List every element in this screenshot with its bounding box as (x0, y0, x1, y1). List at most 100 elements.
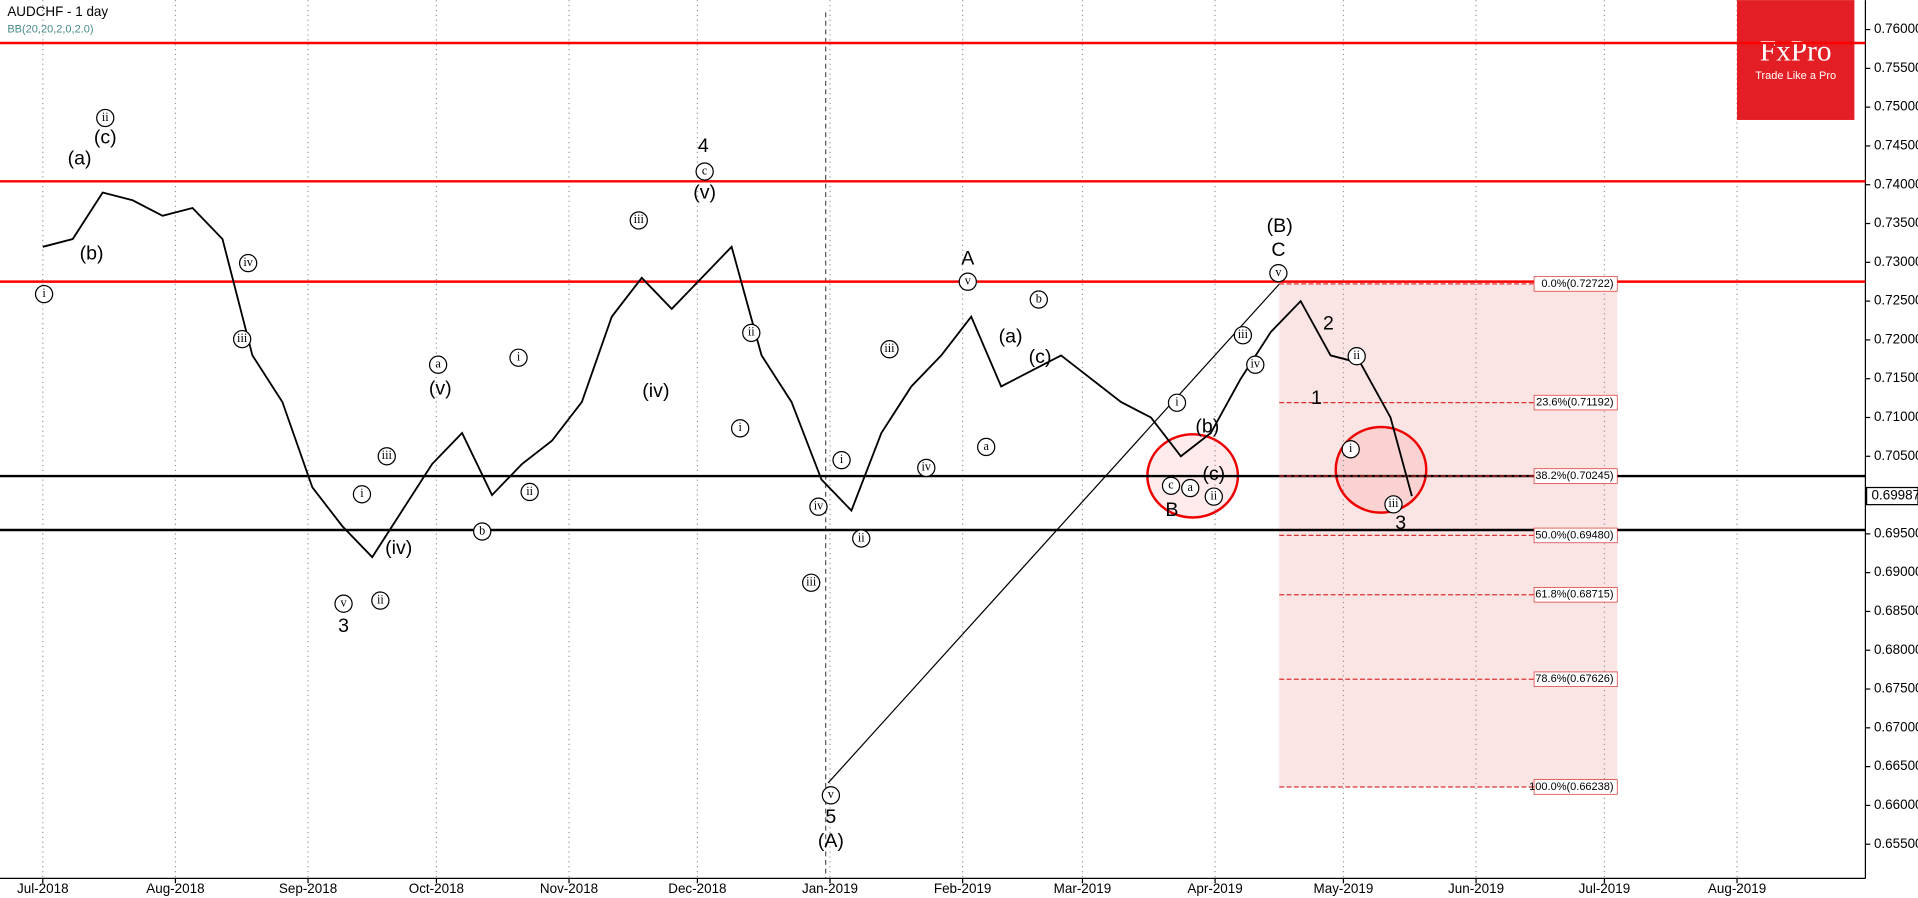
wave-label: B (1165, 499, 1178, 521)
x-tick-label: Aug-2019 (1708, 881, 1766, 896)
wave-circle (880, 340, 899, 359)
wave-label-circled: v (341, 596, 348, 610)
x-tick-label: Jul-2019 (1579, 881, 1631, 896)
wave-label-circled: iv (814, 499, 824, 513)
y-tick-label: 0.70500 (1874, 448, 1918, 463)
wave-label-circled: iii (1238, 327, 1249, 341)
wave-circle (917, 458, 936, 478)
wave-circle (977, 437, 996, 457)
logo-tagline: Trade Like a Pro (1755, 70, 1836, 82)
wave-circle (1347, 347, 1366, 366)
fib-label-box (1533, 779, 1618, 795)
y-tick-label: 0.69500 (1874, 525, 1918, 540)
wave-circle (852, 529, 871, 548)
wave-circle (473, 522, 492, 541)
wave-label-circled: a (983, 439, 989, 453)
wave-circle (629, 211, 648, 230)
wave-circle (1204, 487, 1223, 506)
wave-label: (b) (1195, 416, 1219, 438)
y-tick-label: 0.67000 (1874, 719, 1918, 734)
wave-label-circled: iv (243, 255, 253, 269)
y-tick-label: 0.75500 (1874, 60, 1918, 75)
logo-box (1736, 0, 1855, 120)
wave-label: (iv) (385, 537, 412, 559)
y-tick-label: 0.67500 (1874, 681, 1918, 696)
wave-circle (1233, 326, 1253, 345)
trendline (827, 283, 1280, 784)
wave-label: (v) (693, 181, 716, 203)
fib-label-box (1533, 276, 1618, 292)
fib-label: 78.6%(0.67626) (1535, 673, 1613, 685)
wave-circle (730, 419, 750, 438)
wave-label-circled: ii (748, 325, 755, 339)
x-tick-label: Jul-2018 (17, 881, 69, 896)
fib-label-box (1533, 671, 1618, 687)
y-tick-label: 0.71500 (1874, 370, 1918, 385)
wave-circle (1384, 495, 1403, 514)
x-tick-label: Apr-2019 (1187, 881, 1242, 896)
y-tick-label: 0.71000 (1874, 409, 1918, 424)
fib-label-box (1533, 587, 1618, 603)
y-tick-label: 0.69000 (1874, 564, 1918, 579)
x-tick-label: Jun-2019 (1448, 881, 1504, 896)
wave-label: C (1271, 239, 1285, 261)
wave-circle (1029, 290, 1048, 309)
fib-label: 50.0%(0.69480) (1535, 529, 1613, 541)
wave-circle (334, 594, 353, 613)
wave-label: (a) (68, 147, 92, 169)
wave-label-circled: iii (1388, 496, 1399, 510)
wave-circle (802, 573, 821, 592)
wave-label: (b) (80, 243, 104, 265)
y-tick-label: 0.66000 (1874, 797, 1918, 812)
fib-label: 23.6%(0.71192) (1536, 397, 1613, 409)
x-tick-label: Jan-2019 (802, 881, 858, 896)
wave-label: 1 (1311, 387, 1322, 409)
wave-label-circled: i (360, 486, 364, 500)
wave-label-circled: i (1175, 395, 1179, 409)
x-tick-label: Oct-2018 (409, 881, 464, 896)
wave-label-circled: ii (377, 592, 384, 606)
wave-label-circled: iv (1251, 357, 1261, 371)
highlight-ellipse (1334, 425, 1428, 514)
fib-label: 100.0%(0.66238) (1529, 781, 1613, 793)
chart-title: AUDCHF - 1 day (7, 4, 108, 19)
wave-label: (iv) (642, 380, 669, 402)
y-tick-label: 0.72500 (1874, 293, 1918, 308)
x-tick-label: May-2019 (1314, 881, 1374, 896)
wave-label: (c) (94, 126, 117, 148)
wave-circle (1181, 478, 1200, 498)
wave-circle (821, 786, 841, 805)
wave-label: 5 (825, 806, 836, 828)
wave-label: 2 (1323, 313, 1334, 335)
wave-circle (428, 355, 448, 374)
x-tick-label: Sep-2018 (279, 881, 337, 896)
wave-label-circled: a (435, 357, 441, 371)
wave-label-circled: ii (1353, 348, 1360, 362)
y-tick-label: 0.75000 (1874, 99, 1918, 114)
wave-label: (a) (999, 326, 1023, 348)
y-tick-label: 0.74000 (1874, 176, 1918, 191)
y-tick-label: 0.68500 (1874, 603, 1918, 618)
wave-label-circled: b (479, 523, 485, 537)
wave-label-circled: iii (237, 331, 248, 345)
y-tick-label: 0.76000 (1874, 21, 1918, 36)
wave-circle (1269, 264, 1288, 283)
wave-circle (1246, 355, 1265, 374)
fib-label: 0.0%(0.72722) (1541, 278, 1613, 290)
wave-circle (509, 348, 528, 367)
wave-circle (742, 323, 761, 343)
x-tick-label: Nov-2018 (540, 881, 598, 896)
wave-label: (c) (1029, 346, 1052, 368)
wave-label-circled: v (828, 787, 835, 801)
y-tick-label: 0.73500 (1874, 215, 1918, 230)
wave-label-circled: ii (858, 530, 865, 544)
y-tick-label: 0.65500 (1874, 836, 1918, 851)
fib-label-box (1533, 394, 1618, 411)
wave-label-circled: ii (1210, 488, 1217, 502)
x-tick-label: Aug-2018 (146, 881, 204, 896)
y-tick-label: 0.66500 (1874, 758, 1918, 773)
wave-label-circled: v (1275, 265, 1282, 279)
wave-label-circled: i (1349, 441, 1353, 455)
wave-label-circled: c (1168, 478, 1174, 492)
